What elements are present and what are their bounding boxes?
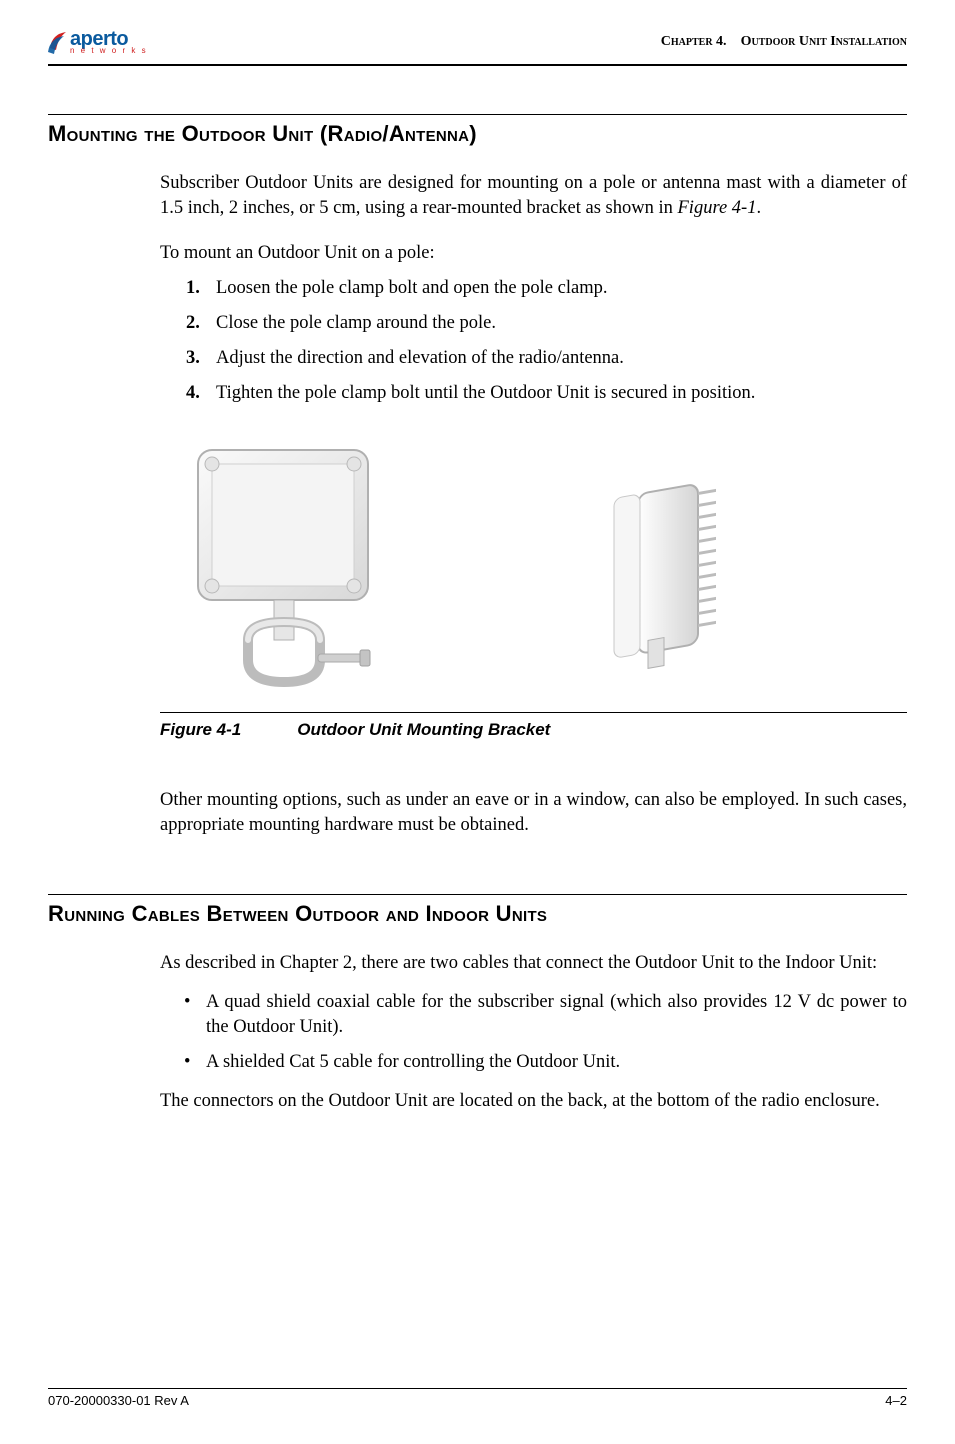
chapter-header: Chapter 4. Outdoor Unit Installation [661, 34, 907, 50]
figure-number: Figure 4-1 [160, 719, 241, 742]
logo-subtext: n e t w o r k s [70, 47, 148, 55]
logo: aperto n e t w o r k s [48, 28, 148, 56]
outdoor-unit-front-icon [168, 440, 408, 700]
figure-rule [160, 712, 907, 713]
cable-list: A quad shield coaxial cable for the subs… [184, 990, 907, 1075]
section1-para3: Other mounting options, such as under an… [160, 788, 907, 838]
step-3: 3.Adjust the direction and elevation of … [186, 346, 907, 371]
figure-caption: Figure 4-1 Outdoor Unit Mounting Bracket [160, 719, 907, 742]
section-rule [48, 894, 907, 895]
logo-swoosh-icon [48, 28, 70, 56]
section1-para1: Subscriber Outdoor Units are designed fo… [160, 171, 907, 221]
page-number: 4–2 [885, 1393, 907, 1408]
doc-id: 070-20000330-01 Rev A [48, 1393, 189, 1408]
cable-item-cat5: A shielded Cat 5 cable for controlling t… [184, 1050, 907, 1075]
section2-para1: As described in Chapter 2, there are two… [160, 951, 907, 976]
figure-4-1: Figure 4-1 Outdoor Unit Mounting Bracket [160, 430, 907, 742]
section1-para2: To mount an Outdoor Unit on a pole: [160, 241, 907, 266]
section2-para2: The connectors on the Outdoor Unit are l… [160, 1089, 907, 1114]
cable-item-coax: A quad shield coaxial cable for the subs… [184, 990, 907, 1040]
step-4: 4.Tighten the pole clamp bolt until the … [186, 381, 907, 406]
outdoor-unit-side-icon [548, 470, 768, 700]
step-2: 2.Close the pole clamp around the pole. [186, 311, 907, 336]
step-1: 1.Loosen the pole clamp bolt and open th… [186, 276, 907, 301]
section-rule [48, 114, 907, 115]
header-rule [48, 64, 907, 66]
chapter-title: Outdoor Unit Installation [741, 34, 907, 49]
section1-body: Subscriber Outdoor Units are designed fo… [160, 171, 907, 838]
page-footer: 070-20000330-01 Rev A 4–2 [48, 1388, 907, 1408]
section2-body: As described in Chapter 2, there are two… [160, 951, 907, 1114]
footer-rule [48, 1388, 907, 1389]
figure-title: Outdoor Unit Mounting Bracket [297, 719, 550, 742]
section-heading-mounting: Mounting the Outdoor Unit (Radio/Antenna… [48, 121, 907, 147]
section-heading-cables: Running Cables Between Outdoor and Indoo… [48, 901, 907, 927]
page-header: aperto n e t w o r k s Chapter 4. Outdoo… [48, 28, 907, 56]
mounting-steps: 1.Loosen the pole clamp bolt and open th… [186, 276, 907, 406]
chapter-label: Chapter 4. [661, 34, 727, 49]
